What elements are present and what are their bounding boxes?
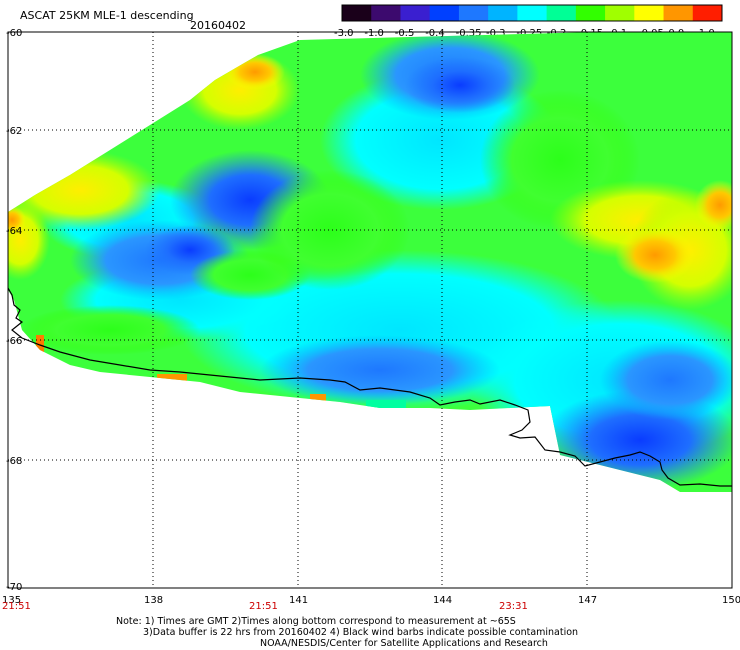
note-line-1: Note: 1) Times are GMT 2)Times along bot… <box>116 616 516 627</box>
time-label: 21:51 <box>249 601 278 612</box>
colorbar-segment <box>663 5 694 21</box>
antarctic-coastline <box>7 287 732 487</box>
lon-label: 141 <box>289 595 308 606</box>
colorbar-frame <box>341 4 723 22</box>
note-line-2: 3)Data buffer is 22 hrs from 20160402 4)… <box>143 627 578 638</box>
colorbar-segment <box>400 5 431 21</box>
lat-label: -70 <box>6 582 22 593</box>
colorbar-tick-label: -0.4 <box>425 28 445 39</box>
lat-label: -66 <box>6 336 22 347</box>
lat-label: -64 <box>6 226 22 237</box>
colorbar-tick-label: -0.3 <box>486 28 506 39</box>
colorbar-segment <box>371 5 401 21</box>
lon-label: 144 <box>433 595 452 606</box>
graticule <box>8 32 732 588</box>
time-label: 23:31 <box>499 601 528 612</box>
colorbar-segment <box>546 5 577 21</box>
time-label: 21:51 <box>2 601 31 612</box>
lat-label: -62 <box>6 126 22 137</box>
colorbar-segment <box>575 5 606 21</box>
colorbar-segment <box>517 5 548 21</box>
lon-label: 150 <box>722 595 740 606</box>
footnotes: Note: 1) Times are GMT 2)Times along bot… <box>116 616 578 649</box>
map-date: 20160402 <box>190 19 246 32</box>
colorbar-segment <box>634 5 665 21</box>
lon-label: 147 <box>578 595 597 606</box>
map-frame <box>7 31 733 589</box>
lat-label: -60 <box>6 28 22 39</box>
colorbar-tick-label: -1.0 <box>364 28 384 39</box>
lon-label: 135 <box>2 595 21 606</box>
lat-label: -68 <box>6 456 22 467</box>
colorbar <box>341 4 723 22</box>
colorbar-segment <box>692 5 723 21</box>
map-title: ASCAT 25KM MLE-1 descending <box>20 9 194 22</box>
colorbar-tick-label: -0.5 <box>395 28 415 39</box>
note-line-3: NOAA/NESDIS/Center for Satellite Applica… <box>260 638 548 649</box>
colorbar-segment <box>458 5 489 21</box>
time-labels: 21:51 21:51 23:31 <box>2 601 528 612</box>
lon-label: 138 <box>144 595 163 606</box>
wind-residual-field <box>8 32 732 492</box>
latitude-labels: -60 -62 -64 -66 -68 -70 <box>6 28 22 593</box>
colorbar-segment <box>605 5 635 21</box>
colorbar-segment <box>342 5 372 21</box>
colorbar-tick-label: -0.35 <box>456 28 482 39</box>
colorbar-segment <box>429 5 460 21</box>
longitude-labels: 135 138 141 144 147 150 <box>2 595 740 606</box>
colorbar-tick-label: -3.0 <box>334 28 354 39</box>
colorbar-tick-label: -0.25 <box>516 28 542 39</box>
colorbar-segment <box>488 5 518 21</box>
